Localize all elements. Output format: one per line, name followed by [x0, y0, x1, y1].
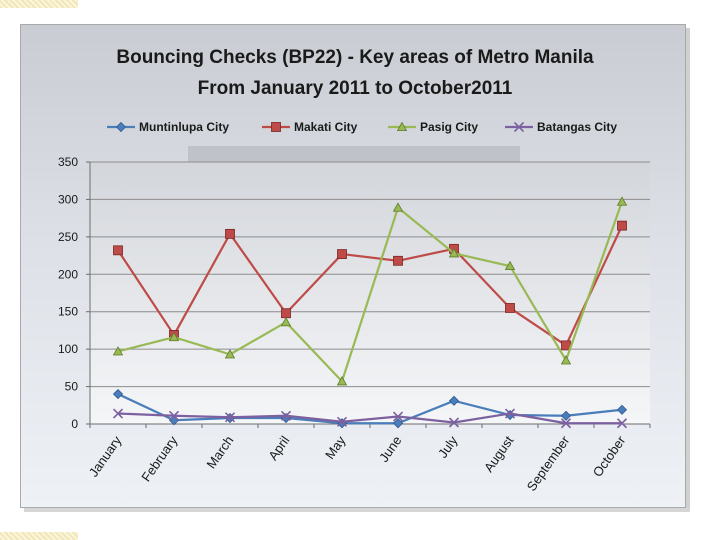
data-point [224, 412, 236, 423]
data-point [115, 121, 127, 133]
data-point [168, 410, 180, 421]
series-2 [112, 196, 628, 386]
data-point [281, 308, 291, 319]
series-line [117, 412, 622, 425]
series-0 [112, 388, 628, 429]
legend-label: Muntinlupa City [139, 120, 229, 134]
data-point [448, 248, 460, 258]
corner-decoration-top [0, 0, 78, 8]
data-point [505, 303, 515, 313]
data-point [616, 196, 628, 206]
y-tick-label: 250 [58, 230, 78, 244]
y-tick-label: 100 [58, 342, 78, 356]
data-point [392, 411, 404, 422]
legend-item: Batangas City [505, 120, 617, 134]
x-tick-label: June [376, 433, 404, 465]
data-point [448, 395, 460, 406]
data-point [112, 346, 124, 356]
x-tick-label: May [322, 433, 349, 462]
data-point [336, 376, 348, 386]
chart-legend: Muntinlupa City Makati City Pasig City Bata… [107, 120, 617, 134]
series-1 [113, 220, 627, 351]
x-tick-label: October [590, 433, 629, 480]
data-point [112, 408, 124, 419]
y-tick-label: 50 [65, 380, 79, 394]
x-tick-label: February [138, 433, 180, 485]
data-point [112, 388, 124, 400]
data-point [280, 316, 292, 327]
legend-item: Makati City [262, 120, 358, 134]
data-point [113, 245, 123, 256]
legend-item: Muntinlupa City [107, 120, 229, 134]
x-axis: January February March April May June July Augu… [86, 423, 651, 494]
x-tick-label: August [481, 433, 517, 475]
y-tick-label: 0 [71, 417, 78, 431]
data-point [448, 417, 460, 428]
data-point [504, 408, 516, 419]
frame-shadow-right [686, 28, 690, 508]
frame-shadow-bottom [24, 508, 690, 512]
data-point [617, 220, 627, 231]
data-point [513, 121, 525, 133]
data-point [280, 410, 292, 421]
series-line [117, 201, 624, 383]
y-tick-label: 300 [58, 192, 78, 206]
data-point [560, 410, 572, 421]
data-point [224, 349, 236, 359]
data-point [393, 255, 403, 266]
data-point [225, 228, 235, 239]
legend-label: Batangas City [537, 120, 617, 134]
data-point [168, 331, 180, 342]
legend-label: Pasig City [420, 120, 478, 134]
chart-title: Bouncing Checks (BP22) - Key areas of Me… [116, 47, 594, 68]
data-point [336, 416, 348, 427]
legend-item: Pasig City [388, 120, 478, 134]
y-tick-label: 200 [58, 267, 78, 281]
series-line [117, 393, 623, 425]
y-tick-label: 150 [58, 305, 78, 319]
data-point [560, 355, 572, 365]
x-tick-label: January [86, 433, 125, 480]
x-tick-label: July [435, 433, 461, 461]
corner-decoration-bottom [0, 532, 78, 540]
data-point [396, 121, 408, 132]
y-axis: 0 50 100 150 200 250 300 350 [58, 155, 91, 431]
data-point [616, 418, 628, 429]
chart-subtitle: From January 2011 to October2011 [198, 78, 513, 99]
x-tick-label: March [203, 433, 236, 471]
x-tick-label: September [524, 433, 573, 494]
plot-highlight [188, 146, 520, 162]
data-point [337, 249, 347, 259]
data-point [392, 202, 404, 212]
series-3 [112, 408, 628, 429]
data-point [271, 122, 281, 132]
y-tick-label: 350 [58, 155, 78, 169]
data-point [560, 418, 572, 429]
data-point [392, 418, 404, 429]
series-group [112, 196, 628, 429]
series-line [117, 225, 623, 347]
legend-label: Makati City [294, 120, 358, 134]
data-point [504, 260, 516, 271]
data-point [616, 404, 628, 415]
x-tick-label: April [265, 433, 292, 463]
